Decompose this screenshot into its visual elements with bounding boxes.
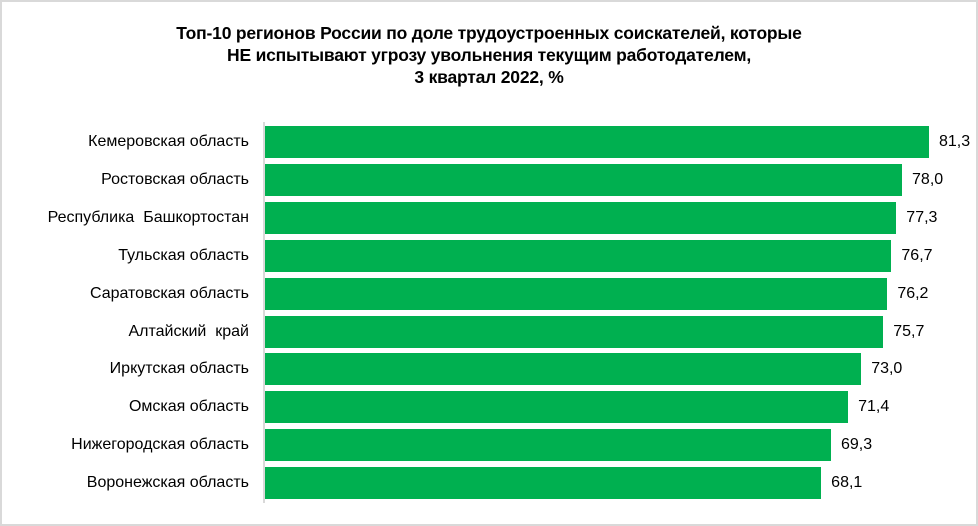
bar-row: Воронежская область 68,1 bbox=[2, 467, 976, 500]
chart-title-line-3: 3 квартал 2022, % bbox=[414, 67, 564, 87]
data-label: 75,7 bbox=[893, 322, 925, 340]
category-label: Ростовская область bbox=[101, 170, 249, 188]
bar-row: Саратовская область 76,2 bbox=[2, 277, 976, 310]
bar-row: Ростовская область 78,0 bbox=[2, 163, 976, 196]
category-label: Воронежская область bbox=[86, 474, 249, 492]
bar-row: Алтайский край 75,7 bbox=[2, 315, 976, 348]
category-axis-line bbox=[263, 122, 265, 503]
bar-row: Республика Башкортостан 77,3 bbox=[2, 201, 976, 234]
category-label: Нижегородская область bbox=[71, 436, 249, 454]
chart-title-line-2: НЕ испытывают угрозу увольнения текущим … bbox=[227, 45, 751, 65]
bar bbox=[265, 239, 892, 272]
category-label: Кемеровская область bbox=[88, 133, 249, 150]
bar bbox=[265, 467, 822, 500]
data-label: 71,4 bbox=[858, 398, 890, 416]
data-label: 77,3 bbox=[906, 208, 938, 226]
bar bbox=[265, 277, 888, 310]
bar-row: Тульская область 76,7 bbox=[2, 239, 976, 272]
bar bbox=[265, 353, 862, 386]
chart-title: Топ-10 регионов России по доле трудоустр… bbox=[2, 22, 976, 88]
data-label: 69,3 bbox=[840, 436, 873, 454]
category-label: Иркутская область bbox=[109, 360, 249, 378]
data-label: 73,0 bbox=[871, 360, 903, 378]
data-label: 76,2 bbox=[897, 284, 929, 302]
category-label: Республика Башкортостан bbox=[47, 208, 249, 226]
bar-row: Нижегородская область 69,3 bbox=[2, 429, 976, 462]
data-label: 68,1 bbox=[831, 474, 863, 492]
data-label: 76,7 bbox=[901, 246, 933, 264]
category-label: Саратовская область bbox=[89, 284, 249, 302]
chart-title-line-1: Топ-10 регионов России по доле трудоустр… bbox=[176, 23, 802, 43]
bar bbox=[265, 429, 831, 462]
bar-row: Омская область 71,4 bbox=[2, 391, 976, 424]
bar bbox=[265, 315, 884, 348]
bar bbox=[265, 391, 849, 424]
category-label: Тульская область bbox=[118, 246, 249, 264]
bar bbox=[265, 126, 929, 158]
category-label: Алтайский край bbox=[128, 322, 250, 340]
bar bbox=[265, 163, 903, 196]
bar-row: Иркутская область 73,0 bbox=[2, 353, 976, 386]
bar bbox=[265, 201, 897, 234]
category-label: Омская область bbox=[128, 398, 249, 416]
data-label: 78,0 bbox=[912, 170, 944, 188]
data-label: 81,3 bbox=[938, 133, 971, 150]
bar-row: Кемеровская область 81,3 bbox=[2, 126, 976, 158]
